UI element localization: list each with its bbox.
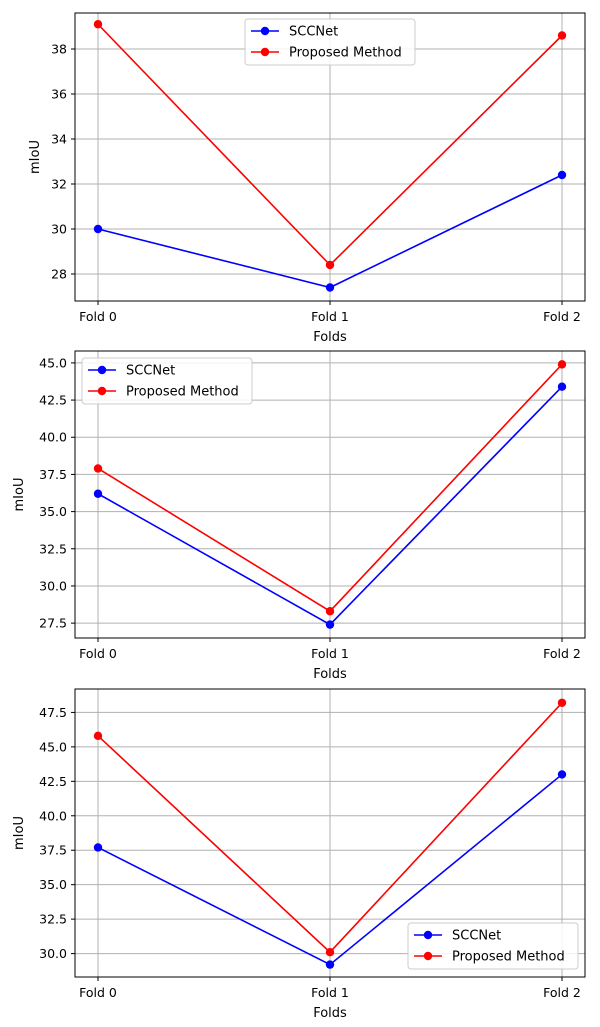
x-tick-label: Fold 0 [79,309,117,324]
x-tick-label: Fold 2 [543,309,581,324]
y-tick-label: 27.5 [39,616,67,631]
chart-panel-0: Fold 0 Fold 1 Fold 2 28 30 32 34 36 38 Folds mIoU S… [28,12,586,345]
data-point-sccnet [93,224,103,234]
legend-label-sccnet: SCCNet [452,929,501,944]
data-point-sccnet [557,382,567,391]
x-tick-label: Fold 1 [311,309,349,324]
y-tick-label: 28 [51,267,67,282]
data-point-proposed-method [557,698,567,707]
legend-marker-sccnet [260,26,270,36]
data-point-proposed-method [93,464,103,473]
y-tick-label: 38 [51,42,67,57]
x-axis-label: Folds [313,667,347,682]
legend-marker-sccnet [423,930,433,940]
y-tick-label: 45.0 [39,739,67,754]
y-axis-label: mIoU [28,140,43,174]
data-point-sccnet [325,620,335,629]
y-tick-label: 32.5 [39,541,67,556]
legend-label-sccnet: SCCNet [126,364,175,379]
y-tick-label: 40.0 [39,808,67,823]
y-axis-label: mIoU [12,816,27,850]
y-tick-label: 35.0 [39,504,67,519]
data-point-proposed-method [325,260,335,270]
y-tick-label: 30 [51,222,67,237]
x-tick-label: Fold 1 [311,985,349,1000]
y-axis-label: mIoU [12,478,27,512]
y-tick-label: 30.0 [39,578,67,593]
y-tick-label: 36 [51,87,67,102]
y-tick-label: 40.0 [39,430,67,445]
legend: SCCNet Proposed Method [81,357,253,405]
legend-box [81,357,253,405]
legend-label-proposed-method: Proposed Method [452,950,565,965]
legend-marker-proposed-method [423,951,433,961]
data-point-sccnet [557,170,567,180]
chart-panel-2: Fold 0 Fold 1 Fold 2 30.0 32.5 35.0 37.5 40.0 42… [12,688,586,1021]
y-tick-label: 42.5 [39,774,67,789]
x-tick-label: Fold 2 [543,985,581,1000]
legend-box [407,922,579,970]
legend-marker-proposed-method [97,386,107,396]
x-tick-label: Fold 2 [543,646,581,661]
legend-label-sccnet: SCCNet [289,25,338,40]
data-point-proposed-method [325,607,335,616]
data-point-proposed-method [325,947,335,957]
legend: SCCNet Proposed Method [407,922,579,970]
legend-marker-proposed-method [260,47,270,57]
data-point-proposed-method [93,20,103,29]
y-tick-label: 42.5 [39,393,67,408]
y-tick-label: 37.5 [39,843,67,858]
data-point-proposed-method [557,31,567,40]
data-point-sccnet [325,283,335,292]
legend-label-proposed-method: Proposed Method [289,46,402,61]
y-tick-label: 45.0 [39,355,67,370]
legend-box [244,18,416,66]
y-tick-label: 32 [51,177,67,192]
y-tick-label: 34 [51,132,67,147]
x-axis-label: Folds [313,1006,347,1021]
y-tick-label: 35.0 [39,877,67,892]
data-point-sccnet [557,770,567,779]
y-tick-label: 47.5 [39,705,67,720]
x-axis-label: Folds [313,330,347,345]
y-tick-label: 37.5 [39,467,67,482]
data-point-sccnet [93,843,103,852]
x-tick-label: Fold 1 [311,646,349,661]
data-point-proposed-method [93,731,103,741]
data-point-sccnet [325,960,335,969]
y-tick-label: 32.5 [39,912,67,927]
y-tick-label: 30.0 [39,946,67,961]
legend-label-proposed-method: Proposed Method [126,385,239,400]
data-point-proposed-method [557,360,567,369]
data-point-sccnet [93,489,103,498]
x-tick-label: Fold 0 [79,985,117,1000]
legend-marker-sccnet [97,365,107,375]
chart-panel-1: Fold 0 Fold 1 Fold 2 27.5 30.0 32.5 35.0 37.5 40… [12,350,586,682]
legend: SCCNet Proposed Method [244,18,416,66]
x-tick-label: Fold 0 [79,646,117,661]
